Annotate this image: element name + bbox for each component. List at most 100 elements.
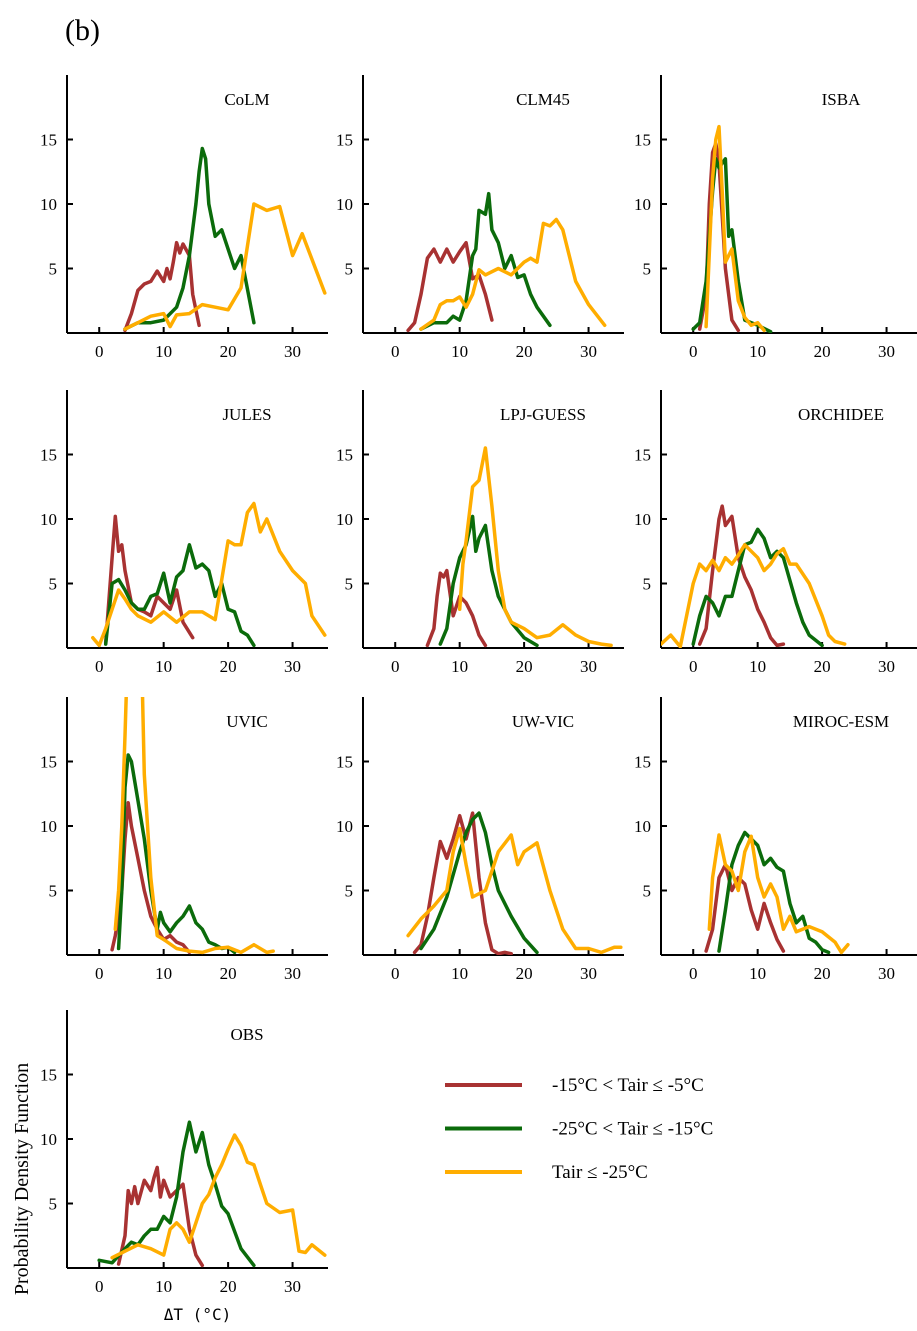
y-tick-label: 5 <box>345 575 354 594</box>
panel-title: CLM45 <box>516 90 570 109</box>
y-tick-label: 5 <box>49 260 58 279</box>
y-tick-label: 15 <box>336 131 353 150</box>
x-tick-label: 0 <box>95 657 104 676</box>
panel: 0 10 20 30 5 10 15 ORCHIDEE <box>634 390 917 676</box>
legend-label: -15°C < Tair ≤ -5°C <box>552 1075 704 1096</box>
legend-label: -25°C < Tair ≤ -15°C <box>552 1119 713 1140</box>
x-tick-label: 20 <box>220 342 237 361</box>
x-tick-label: 10 <box>749 964 766 983</box>
panel-title: CoLM <box>224 90 269 109</box>
panel-title: MIROC-ESM <box>793 712 889 731</box>
pdf-line <box>425 568 488 648</box>
y-tick-label: 10 <box>634 510 651 529</box>
x-tick-label: 0 <box>95 342 104 361</box>
pdf-line <box>97 1120 256 1268</box>
y-tick-label: 10 <box>336 510 353 529</box>
panel-title: ISBA <box>822 90 861 109</box>
pdf-line <box>691 527 824 648</box>
pdf-line <box>717 830 831 955</box>
panel: 0 10 20 30 5 10 15 LPJ-GUESS <box>336 390 624 676</box>
x-tick-label: 20 <box>814 342 831 361</box>
x-tick-label: 20 <box>220 657 237 676</box>
panel-label: (b) <box>65 14 100 47</box>
pdf-line <box>91 501 327 648</box>
x-tick-label: 30 <box>878 964 895 983</box>
pdf-line <box>103 543 256 648</box>
x-tick-label: 30 <box>580 964 597 983</box>
y-tick-label: 5 <box>49 1195 58 1214</box>
y-tick-label: 15 <box>40 753 57 772</box>
panel: 0 10 20 30 5 10 15 JULES <box>40 390 328 676</box>
x-tick-label: 30 <box>284 657 301 676</box>
panel: 0 10 20 30 5 10 15 OBS ΔT (°C) Probability Densit… <box>11 1010 328 1324</box>
x-tick-label: 30 <box>580 342 597 361</box>
pdf-line <box>116 1165 205 1268</box>
x-tick-label: 30 <box>878 657 895 676</box>
pdf-line <box>116 753 237 955</box>
x-tick-label: 20 <box>220 964 237 983</box>
x-tick-label: 10 <box>451 964 468 983</box>
y-tick-label: 10 <box>40 1130 57 1149</box>
y-tick-label: 5 <box>49 882 58 901</box>
x-axis-label: ΔT (°C) <box>164 1305 231 1324</box>
pdf-line <box>707 833 850 955</box>
pdf-line <box>419 191 552 331</box>
x-tick-label: 30 <box>284 1277 301 1296</box>
y-tick-label: 15 <box>634 131 651 150</box>
panel-title: UW-VIC <box>512 712 574 731</box>
x-tick-label: 10 <box>155 342 172 361</box>
panel-title: OBS <box>230 1025 263 1044</box>
y-tick-label: 5 <box>643 575 652 594</box>
x-tick-label: 10 <box>749 342 766 361</box>
panel: 0 10 20 30 5 10 15 ISBA <box>634 75 917 361</box>
x-tick-label: 20 <box>220 1277 237 1296</box>
y-tick-label: 10 <box>336 817 353 836</box>
x-tick-label: 0 <box>689 342 698 361</box>
x-tick-label: 30 <box>284 342 301 361</box>
x-tick-label: 20 <box>814 657 831 676</box>
x-tick-label: 20 <box>516 342 533 361</box>
pdf-line <box>697 504 786 648</box>
x-tick-label: 0 <box>391 964 400 983</box>
x-tick-label: 0 <box>689 657 698 676</box>
y-tick-label: 15 <box>40 446 57 465</box>
y-tick-label: 15 <box>40 131 57 150</box>
y-tick-label: 5 <box>345 882 354 901</box>
pdf-line <box>419 217 607 331</box>
y-tick-label: 5 <box>345 260 354 279</box>
pdf-line <box>123 146 256 331</box>
y-tick-label: 5 <box>643 260 652 279</box>
x-tick-label: 20 <box>516 964 533 983</box>
y-tick-label: 15 <box>634 446 651 465</box>
pdf-line <box>123 202 327 331</box>
panel: 0 10 20 30 5 10 15 CoLM <box>40 75 328 361</box>
x-tick-label: 30 <box>284 964 301 983</box>
x-tick-label: 10 <box>155 657 172 676</box>
x-tick-label: 20 <box>516 657 533 676</box>
y-axis-label: Probability Density Function <box>11 1063 33 1295</box>
x-tick-label: 10 <box>749 657 766 676</box>
x-tick-label: 0 <box>689 964 698 983</box>
y-tick-label: 5 <box>49 575 58 594</box>
panel: 0 10 20 30 5 10 15 CLM45 <box>336 75 624 361</box>
y-tick-label: 15 <box>40 1066 57 1085</box>
x-tick-label: 30 <box>878 342 895 361</box>
x-tick-label: 10 <box>155 964 172 983</box>
panel-title: ORCHIDEE <box>798 405 884 424</box>
pdf-line <box>113 697 275 955</box>
panel: 0 10 20 30 5 10 15 MIROC-ESM <box>634 697 917 983</box>
x-tick-label: 0 <box>391 342 400 361</box>
y-tick-label: 10 <box>40 510 57 529</box>
x-tick-label: 0 <box>391 657 400 676</box>
x-tick-label: 10 <box>451 342 468 361</box>
y-tick-label: 5 <box>643 882 652 901</box>
y-tick-label: 10 <box>40 195 57 214</box>
y-tick-label: 10 <box>40 817 57 836</box>
pdf-line <box>406 826 623 955</box>
pdf-line <box>419 811 539 955</box>
y-tick-label: 10 <box>634 817 651 836</box>
panel: 0 10 20 30 5 10 15 UW-VIC <box>336 697 624 983</box>
pdf-line <box>110 1133 327 1260</box>
x-tick-label: 20 <box>814 964 831 983</box>
